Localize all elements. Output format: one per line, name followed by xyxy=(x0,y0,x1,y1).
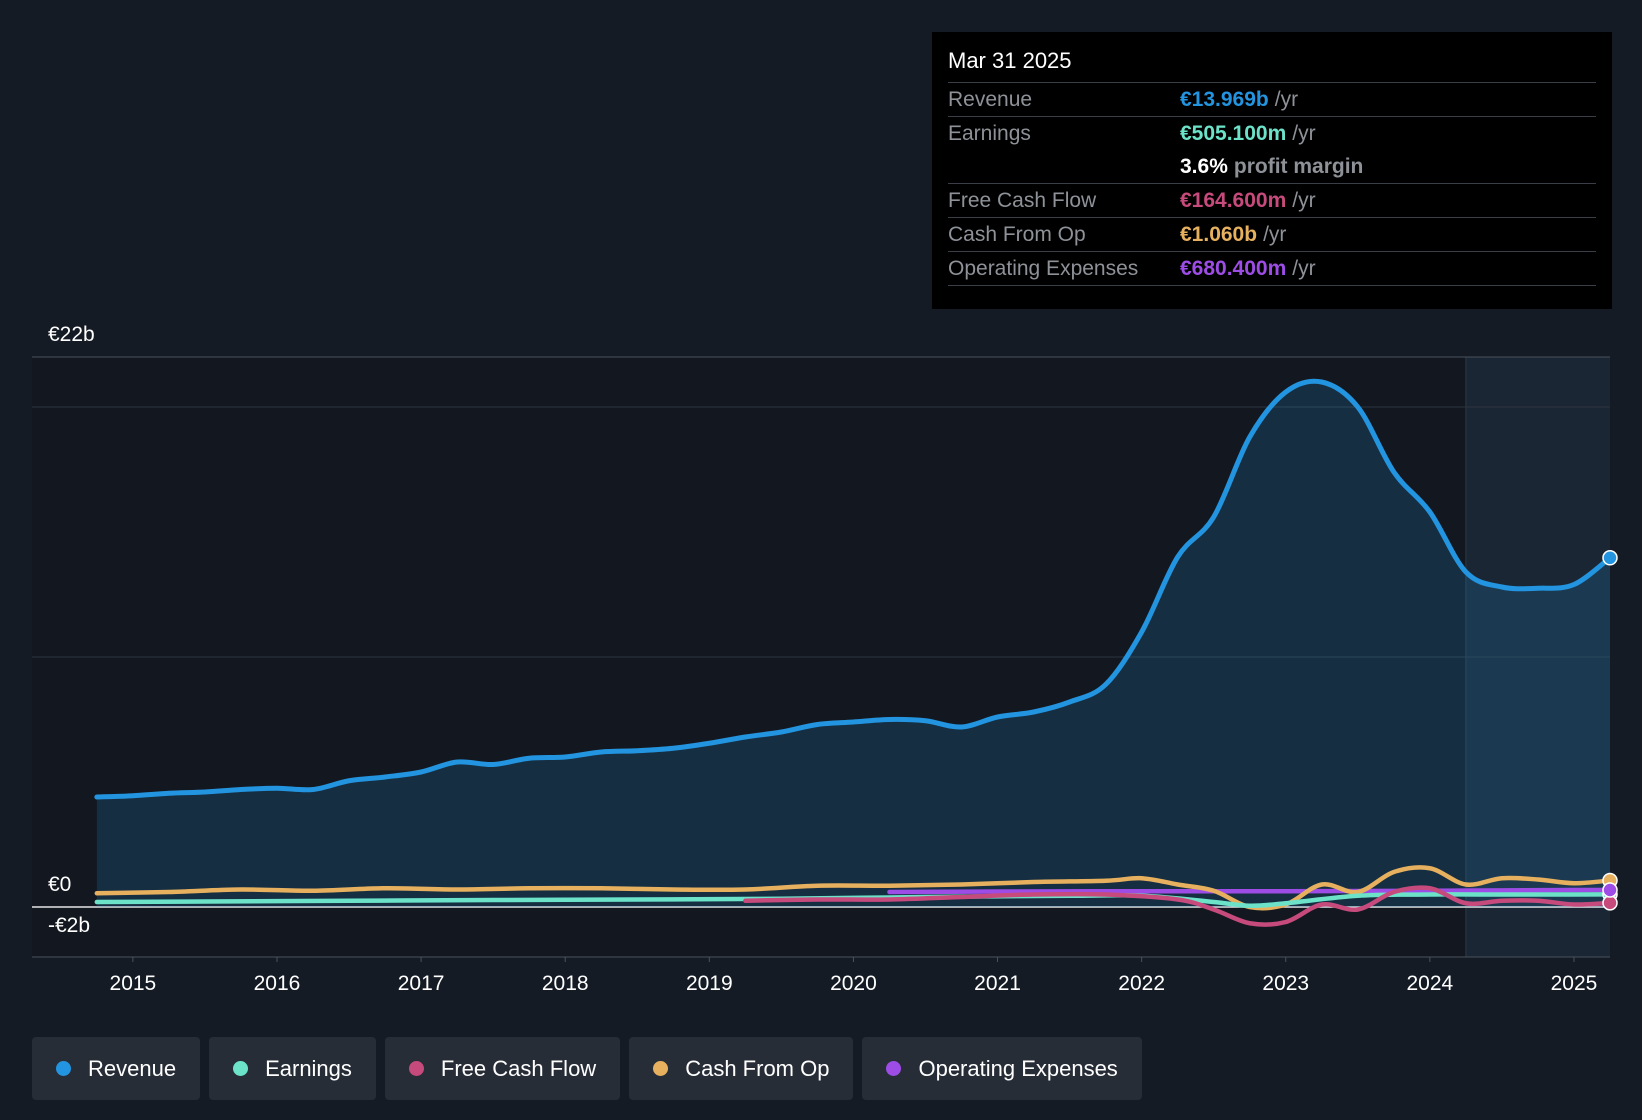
y-tick-label: €22b xyxy=(48,323,95,346)
legend-dot-icon xyxy=(886,1061,902,1076)
x-tick-label: 2016 xyxy=(254,972,301,995)
tooltip-value: €680.400m xyxy=(1180,257,1287,280)
tooltip-row-earnings: Earnings €505.100m /yr xyxy=(948,117,1596,150)
legend-item-revenue[interactable]: Revenue xyxy=(32,1037,201,1100)
series-line-free-cash-flow xyxy=(743,885,1613,927)
legend-label: Revenue xyxy=(88,1055,177,1081)
x-tick-label: 2022 xyxy=(1118,972,1165,995)
legend-label: Free Cash Flow xyxy=(440,1055,597,1081)
series-line-operating-expenses xyxy=(887,887,1613,895)
tooltip-label: Operating Expenses xyxy=(948,257,1139,280)
tooltip-value: €13.969b xyxy=(1180,88,1269,111)
legend-label: Earnings xyxy=(265,1055,352,1081)
series-end-point-free-cash-flow xyxy=(1602,895,1618,911)
x-tick-label: 2020 xyxy=(830,972,877,995)
tooltip-row-cash-from-op: Cash From Op €1.060b /yr xyxy=(948,218,1596,252)
x-tick-label: 2021 xyxy=(974,972,1021,995)
tooltip-value: €505.100m xyxy=(1180,122,1287,145)
tooltip-unit: /yr xyxy=(1263,223,1287,246)
y-axis-labels: €22b €0 -€2b xyxy=(48,323,95,937)
legend-label: Operating Expenses xyxy=(918,1055,1118,1081)
x-tick-label: 2024 xyxy=(1407,972,1454,995)
tooltip-unit: /yr xyxy=(1292,257,1316,280)
legend-label: Cash From Op xyxy=(685,1055,830,1081)
x-tick-label: 2023 xyxy=(1262,972,1309,995)
legend-dot-icon xyxy=(233,1061,249,1076)
tooltip-row-profit-margin: 3.6% profit margin xyxy=(948,150,1596,184)
tooltip-label: Revenue xyxy=(948,88,1033,111)
series-end-point-operating-expenses xyxy=(1602,882,1618,898)
tooltip-label xyxy=(948,150,1180,183)
tooltip-value: €164.600m xyxy=(1180,189,1287,212)
series-line-revenue xyxy=(94,378,1613,800)
legend-dot-icon xyxy=(408,1061,424,1076)
series-area-revenue xyxy=(96,381,1610,908)
legend-dot-icon xyxy=(653,1061,669,1076)
x-tick-label: 2015 xyxy=(110,972,157,995)
tooltip-row-operating-expenses: Operating Expenses €680.400m /yr xyxy=(948,252,1596,286)
series-end-point-revenue xyxy=(1602,550,1618,566)
series-line-cash-from-op xyxy=(94,865,1613,911)
x-tick-label: 2025 xyxy=(1551,972,1598,995)
tooltip-date: Mar 31 2025 xyxy=(948,46,1596,83)
tooltip-unit: /yr xyxy=(1292,189,1316,212)
y-tick-label: €0 xyxy=(48,873,71,896)
tooltip-row-revenue: Revenue €13.969b /yr xyxy=(948,83,1596,117)
tooltip-row-free-cash-flow: Free Cash Flow €164.600m /yr xyxy=(948,184,1596,218)
tooltip: Mar 31 2025 Revenue €13.969b /yr Earning… xyxy=(932,32,1612,309)
legend-item-free-cash-flow[interactable]: Free Cash Flow xyxy=(384,1037,621,1100)
legend-dot-icon xyxy=(56,1061,71,1076)
tooltip-value: 3.6% xyxy=(1180,155,1228,178)
tooltip-label: Free Cash Flow xyxy=(948,189,1097,212)
tooltip-unit: /yr xyxy=(1274,88,1299,111)
x-tick-label: 2018 xyxy=(542,972,589,995)
tooltip-label: Cash From Op xyxy=(948,223,1086,246)
x-axis-labels: 2015 2016 2017 2018 2019 2020 2021 2022 2023 2024… xyxy=(110,957,1598,995)
legend-item-earnings[interactable]: Earnings xyxy=(209,1037,376,1100)
tooltip-unit: /yr xyxy=(1292,122,1316,145)
y-tick-label: -€2b xyxy=(48,914,90,937)
tooltip-unit: profit margin xyxy=(1233,155,1364,178)
series-layer xyxy=(94,378,1618,927)
tooltip-value: €1.060b xyxy=(1180,223,1258,246)
tooltip-label: Earnings xyxy=(948,122,1031,145)
legend-item-cash-from-op[interactable]: Cash From Op xyxy=(629,1037,854,1100)
x-tick-label: 2017 xyxy=(398,972,445,995)
x-tick-label: 2019 xyxy=(686,972,733,995)
legend: Revenue Earnings Free Cash Flow Cash Fro… xyxy=(32,1037,1151,1100)
legend-item-operating-expenses[interactable]: Operating Expenses xyxy=(862,1037,1142,1100)
